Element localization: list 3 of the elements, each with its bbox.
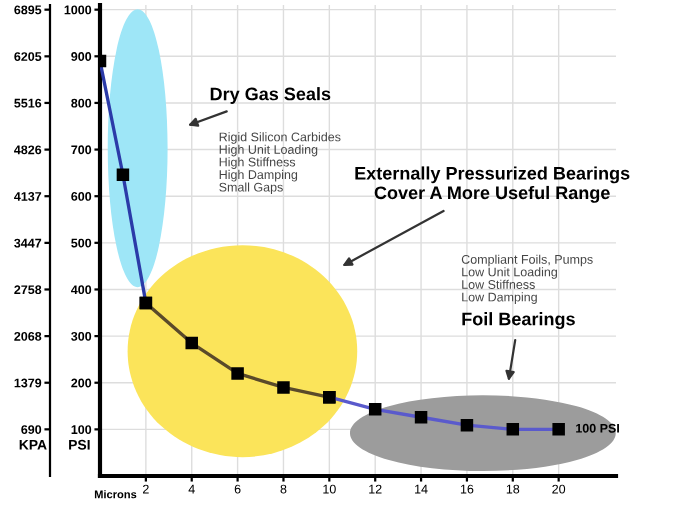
annotation: Dry Gas Seals <box>210 87 331 104</box>
annotation: Externally Pressurized Bearings Cover A More Useful Range <box>355 166 630 203</box>
annotation: Foil Bearings <box>462 312 575 330</box>
